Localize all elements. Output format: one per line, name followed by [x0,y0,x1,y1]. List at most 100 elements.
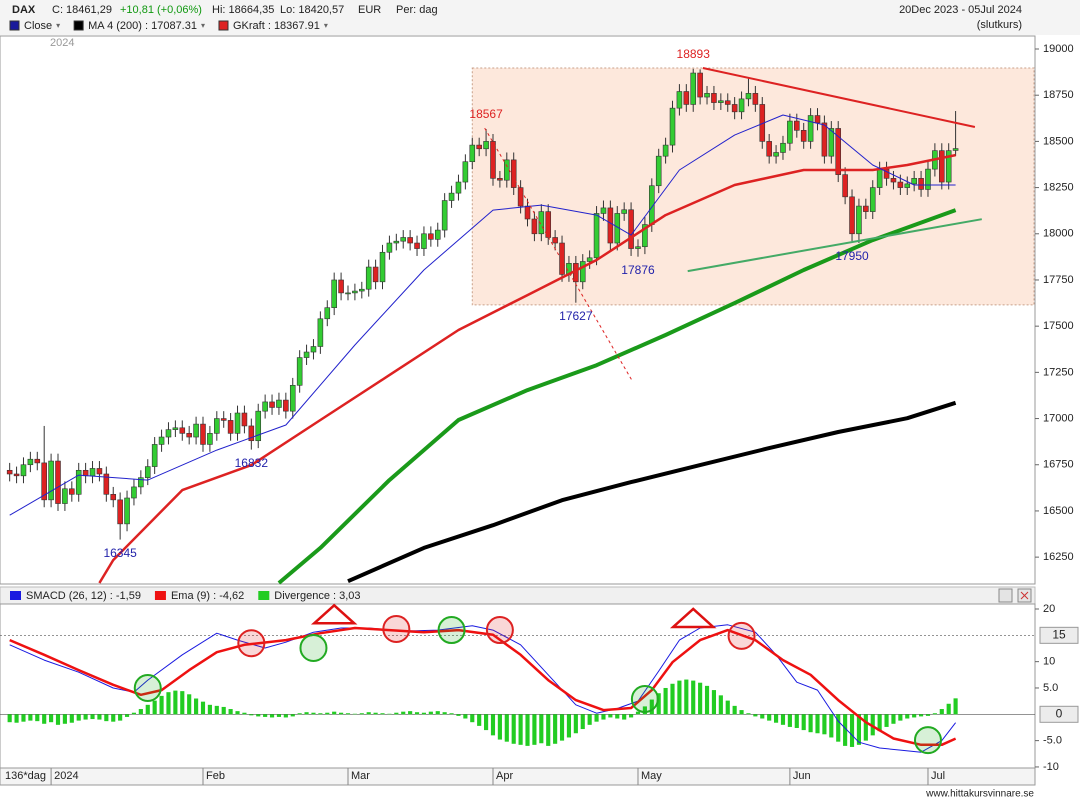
candle-body [345,292,351,295]
legend-label: GKraft : 18367.91 [233,20,320,32]
divergence-bar [580,714,585,730]
macd-line [9,624,956,753]
candle-body [441,200,448,231]
divergence-bar [477,714,482,726]
divergence-bar [49,714,54,723]
candle-body [414,242,420,249]
divergence-bar [145,704,150,715]
divergence-bar [463,714,468,719]
legend-dropdown[interactable]: ▾ [201,21,205,30]
divergence-bar [97,714,102,720]
divergence-bar [870,714,875,736]
candle-body [89,468,96,477]
level-label: 15 [1052,627,1066,641]
y-tick-label: 16750 [1043,459,1074,471]
divergence-bar [760,714,765,719]
divergence-bar [421,712,427,715]
divergence-bar [774,714,779,723]
divergence-bar [601,714,606,720]
divergence-bar [525,714,530,746]
candle-body [455,181,462,194]
candle-body [172,427,179,430]
divergence-bar [180,691,185,715]
divergence-bar [456,714,461,716]
candle-body [704,93,710,98]
divergence-bar [187,694,192,715]
candle-body [310,346,317,353]
divergence-bar [69,714,74,723]
divergence-bar [359,713,364,715]
candle-body [490,141,496,179]
divergence-bar [173,690,178,715]
divergence-bar [843,714,848,746]
candle-body [842,174,848,198]
divergence-bar [484,714,489,731]
candle-body [800,130,807,142]
indicator-line [98,153,956,584]
candle-body [55,460,61,504]
legend-swatch [154,591,166,600]
y-tick-label: 5.0 [1043,682,1058,694]
change-info: +10,81 (+0,06%) [120,4,202,16]
divergence-bar [732,705,737,715]
legend-swatch [10,591,21,600]
highlight-zone [471,67,1035,306]
divergence-bar [256,714,261,717]
y-tick-label: 10 [1043,656,1055,668]
divergence-bar [684,679,689,715]
legend-swatch [218,20,229,31]
divergence-bar [104,714,109,722]
candle-body [662,144,669,157]
candle-body [510,159,517,188]
candle-body [193,423,199,438]
divergence-bar [932,713,937,715]
candle-body [393,240,400,244]
candle-body [138,477,144,488]
legend-dropdown[interactable]: ▾ [56,21,60,30]
signal-circle [630,685,659,714]
divergence-bar [794,714,799,728]
divergence-bar [919,714,924,717]
candle-body [628,209,634,249]
divergence-bar [235,711,240,715]
currency: EUR [358,4,381,16]
price-annotation: 18893 [677,47,711,61]
candle-body [690,72,697,105]
y-tick-label: 20 [1043,603,1055,615]
divergence-bar [159,695,164,715]
candle-body [655,155,662,187]
divergence-bar [608,714,613,718]
divergence-bar [787,714,792,727]
candle-body [179,427,186,434]
candle-body [317,318,324,347]
divergence-bar [194,698,199,715]
divergence-bar [138,709,143,715]
divergence-bar [345,713,351,715]
signal-circle [133,673,162,702]
candle-body [117,499,123,525]
level-label: 0 [1056,706,1063,720]
candle-body [434,229,441,240]
close-info: C: 18461,29 [52,4,112,16]
candle-body [483,141,489,150]
candle-body [607,207,614,244]
level-box [1039,626,1079,644]
candle-body [262,401,268,412]
signal-triangle [310,603,358,625]
candle-body [676,91,683,109]
divergence-bar [311,712,316,715]
settings-button[interactable] [998,588,1013,603]
divergence-bar [711,690,717,715]
candle-body [103,473,110,495]
candle-body [807,115,814,142]
divergence-bar [829,714,834,738]
year-label: 2024 [50,37,74,49]
divergence-bar [228,709,233,715]
signal-circle [913,726,942,755]
candle-body [697,72,703,98]
y-tick-label: 17750 [1043,274,1074,286]
candle-body [200,423,206,445]
trend-line [687,218,982,273]
legend-dropdown[interactable]: ▾ [324,21,328,30]
candle-body [925,168,931,190]
